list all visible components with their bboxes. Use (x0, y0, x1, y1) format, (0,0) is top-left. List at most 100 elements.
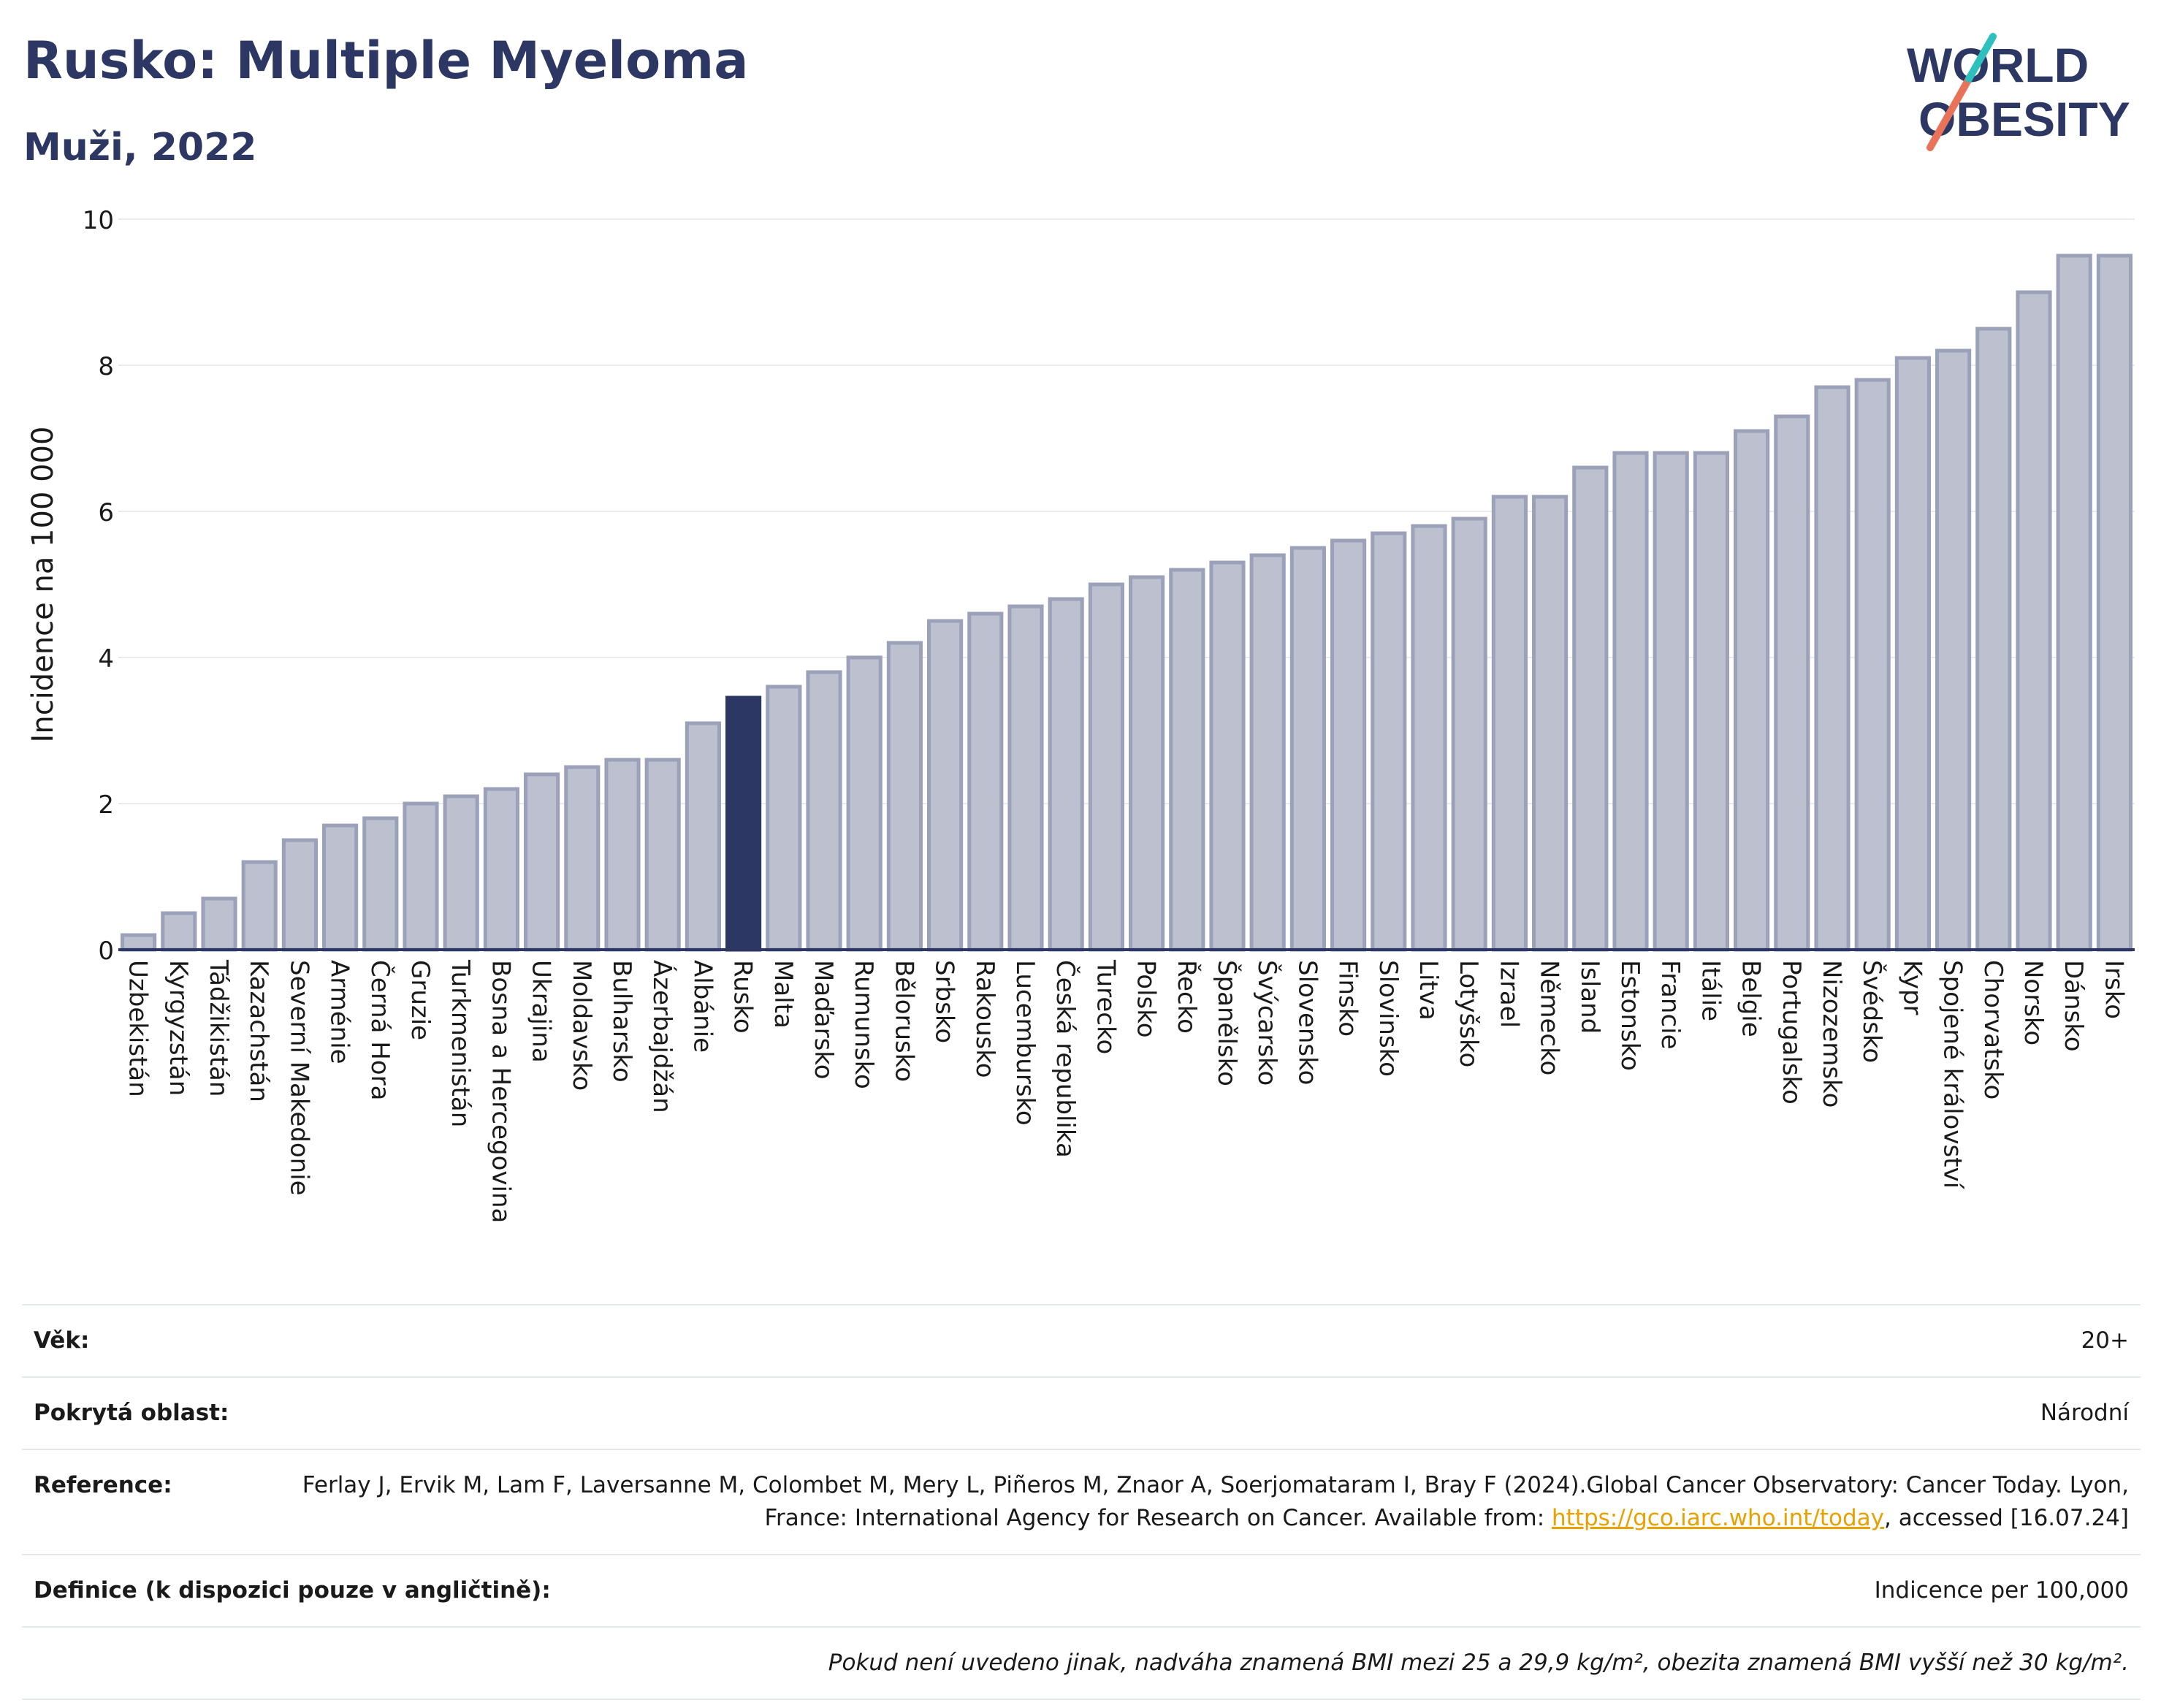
x-tick-label: Arménie (325, 960, 354, 1064)
bar-Malta (766, 685, 802, 952)
x-tick-label: Švýcarsko (1252, 960, 1282, 1086)
x-tick-label: Rakousko (970, 960, 999, 1078)
bar-Švýcarsko (1249, 553, 1286, 952)
x-tick-label: Turecko (1091, 959, 1120, 1054)
x-tick-label: Turkmenistán (446, 959, 475, 1127)
logo-line1: WORLD (1907, 38, 2089, 92)
y-tick-label: 8 (98, 352, 114, 381)
bar-Severní Makedonie (281, 838, 318, 952)
bar-Turkmenistán (443, 794, 479, 952)
bar-Irsko (2096, 253, 2133, 952)
bar-Rakousko (967, 611, 1004, 952)
x-tick-label: Norsko (2019, 960, 2048, 1045)
y-tick-label: 0 (98, 937, 114, 966)
bar-Belgie (1734, 429, 1770, 952)
x-tick-label: Česká republika (1051, 960, 1080, 1158)
reference-label: Reference: (34, 1471, 172, 1498)
x-tick-label: Maďarsko (809, 960, 838, 1080)
x-tick-label: Albánie (687, 960, 717, 1053)
x-tick-label: Portugalsko (1777, 960, 1806, 1105)
bar-Slovinsko (1371, 531, 1407, 952)
chart-title: Rusko: Multiple Myeloma (23, 31, 749, 91)
y-tick-label: 4 (98, 644, 114, 674)
x-tick-label: Rumunsko (849, 960, 878, 1089)
x-tick-label: Německo (1535, 960, 1564, 1075)
bar-Bulharsko (604, 758, 641, 952)
bar-Německo (1532, 495, 1569, 952)
bar-Estonsko (1612, 451, 1649, 952)
bar-Lucembursko (1007, 604, 1044, 952)
age-value: 20+ (2081, 1327, 2129, 1354)
bar-Francie (1653, 451, 1689, 952)
bar-Španělsko (1209, 560, 1246, 952)
info-table: Věk: 20+ Pokrytá oblast: Národní Referen… (22, 1304, 2141, 1700)
bar-Maďarsko (806, 670, 842, 952)
x-tick-label: Francie (1655, 960, 1685, 1050)
x-tick-label: Slovinsko (1373, 960, 1403, 1077)
bar-Finsko (1330, 538, 1367, 952)
x-axis-labels: Uzbekistán Kyrgyzstán Tádžikistán Kazachstá… (123, 959, 2129, 1223)
x-tick-label: Finsko (1333, 960, 1362, 1037)
x-tick-label: Island (1575, 960, 1604, 1034)
y-axis-ticks: 0 2 4 6 8 10 (83, 206, 114, 966)
x-tick-label: Uzbekistán (123, 960, 153, 1097)
bar-Rusko (725, 695, 762, 952)
bar-chart: 0 2 4 6 8 10 Uzbekistán Kyrgyzstán Tádžikistán K… (26, 206, 2135, 1223)
definition-label: Definice (k dispozici pouze v angličtině… (34, 1577, 551, 1604)
coverage-value: Národní (2040, 1399, 2129, 1426)
bar-Litva (1411, 524, 1447, 952)
x-tick-label: Spojené království (1938, 960, 1967, 1190)
y-axis-label: Incidence na 100 000 (26, 427, 60, 743)
x-tick-label: Kyrgyzstán (164, 960, 193, 1096)
bar-Ukrajina (524, 772, 560, 952)
bar-Slovensko (1289, 546, 1326, 952)
bar-Tádžikistán (201, 896, 237, 952)
reference-link[interactable]: https://gco.iarc.who.int/today (1552, 1504, 1884, 1531)
bar-Norsko (2016, 290, 2052, 952)
bar-Černá Hora (362, 816, 399, 952)
x-tick-label: Ukrajina (527, 960, 556, 1063)
bar-Ázerbajdžán (644, 758, 681, 952)
x-tick-label: Švédsko (1857, 960, 1887, 1063)
definition-row: Definice (k dispozici pouze v angličtině… (22, 1553, 2141, 1626)
x-tick-label: Lotyšsko (1454, 960, 1483, 1067)
x-tick-label: Severní Makedonie (284, 960, 313, 1196)
bar-Nizozemsko (1814, 385, 1851, 952)
bar-Rumunsko (846, 655, 883, 952)
bar-Bělorusko (886, 641, 923, 952)
x-tick-label: Slovensko (1292, 960, 1322, 1085)
x-tick-label: Izrael (1494, 960, 1523, 1028)
x-tick-label: Chorvatsko (1978, 960, 2008, 1099)
x-tick-label: Nizozemsko (1817, 960, 1846, 1107)
reference-text: Ferlay J, Ervik M, Lam F, Laversanne M, … (302, 1471, 2129, 1531)
bar-Švédsko (1854, 378, 1891, 952)
x-tick-label: Řecko (1172, 960, 1202, 1034)
x-tick-label: Gruzie (405, 960, 435, 1040)
bar-Srbsko (927, 619, 964, 952)
reference-value: Ferlay J, Ervik M, Lam F, Laversanne M, … (216, 1469, 2129, 1535)
bar-Bosna a Hercegovina (483, 787, 519, 952)
x-tick-label: Černá Hora (365, 960, 395, 1100)
x-tick-label: Itálie (1696, 960, 1725, 1021)
x-tick-label: Bělorusko (889, 960, 918, 1082)
y-tick-label: 6 (98, 498, 114, 527)
x-tick-label: Bosna a Hercegovina (486, 960, 515, 1223)
reference-tail: , accessed [16.07.24] (1883, 1504, 2129, 1531)
x-tick-label: Malta (769, 960, 798, 1029)
x-tick-label: Moldavsko (567, 960, 596, 1091)
bar-Řecko (1169, 568, 1205, 952)
bar-Izrael (1491, 495, 1528, 952)
coverage-row: Pokrytá oblast: Národní (22, 1376, 2141, 1449)
bars (121, 253, 2133, 952)
x-tick-label: Tádžikistán (204, 959, 233, 1097)
x-tick-label: Polsko (1132, 960, 1161, 1038)
x-tick-label: Irsko (2099, 960, 2128, 1019)
bar-Lotyšsko (1451, 516, 1487, 952)
x-tick-label: Srbsko (930, 960, 959, 1043)
bar-Chorvatsko (1975, 327, 2012, 952)
bar-Island (1572, 465, 1609, 952)
bar-Uzbekistán (121, 933, 157, 952)
x-tick-label: Bulharsko (607, 960, 636, 1083)
bar-Portugalsko (1774, 414, 1810, 952)
age-row: Věk: 20+ (22, 1304, 2141, 1376)
